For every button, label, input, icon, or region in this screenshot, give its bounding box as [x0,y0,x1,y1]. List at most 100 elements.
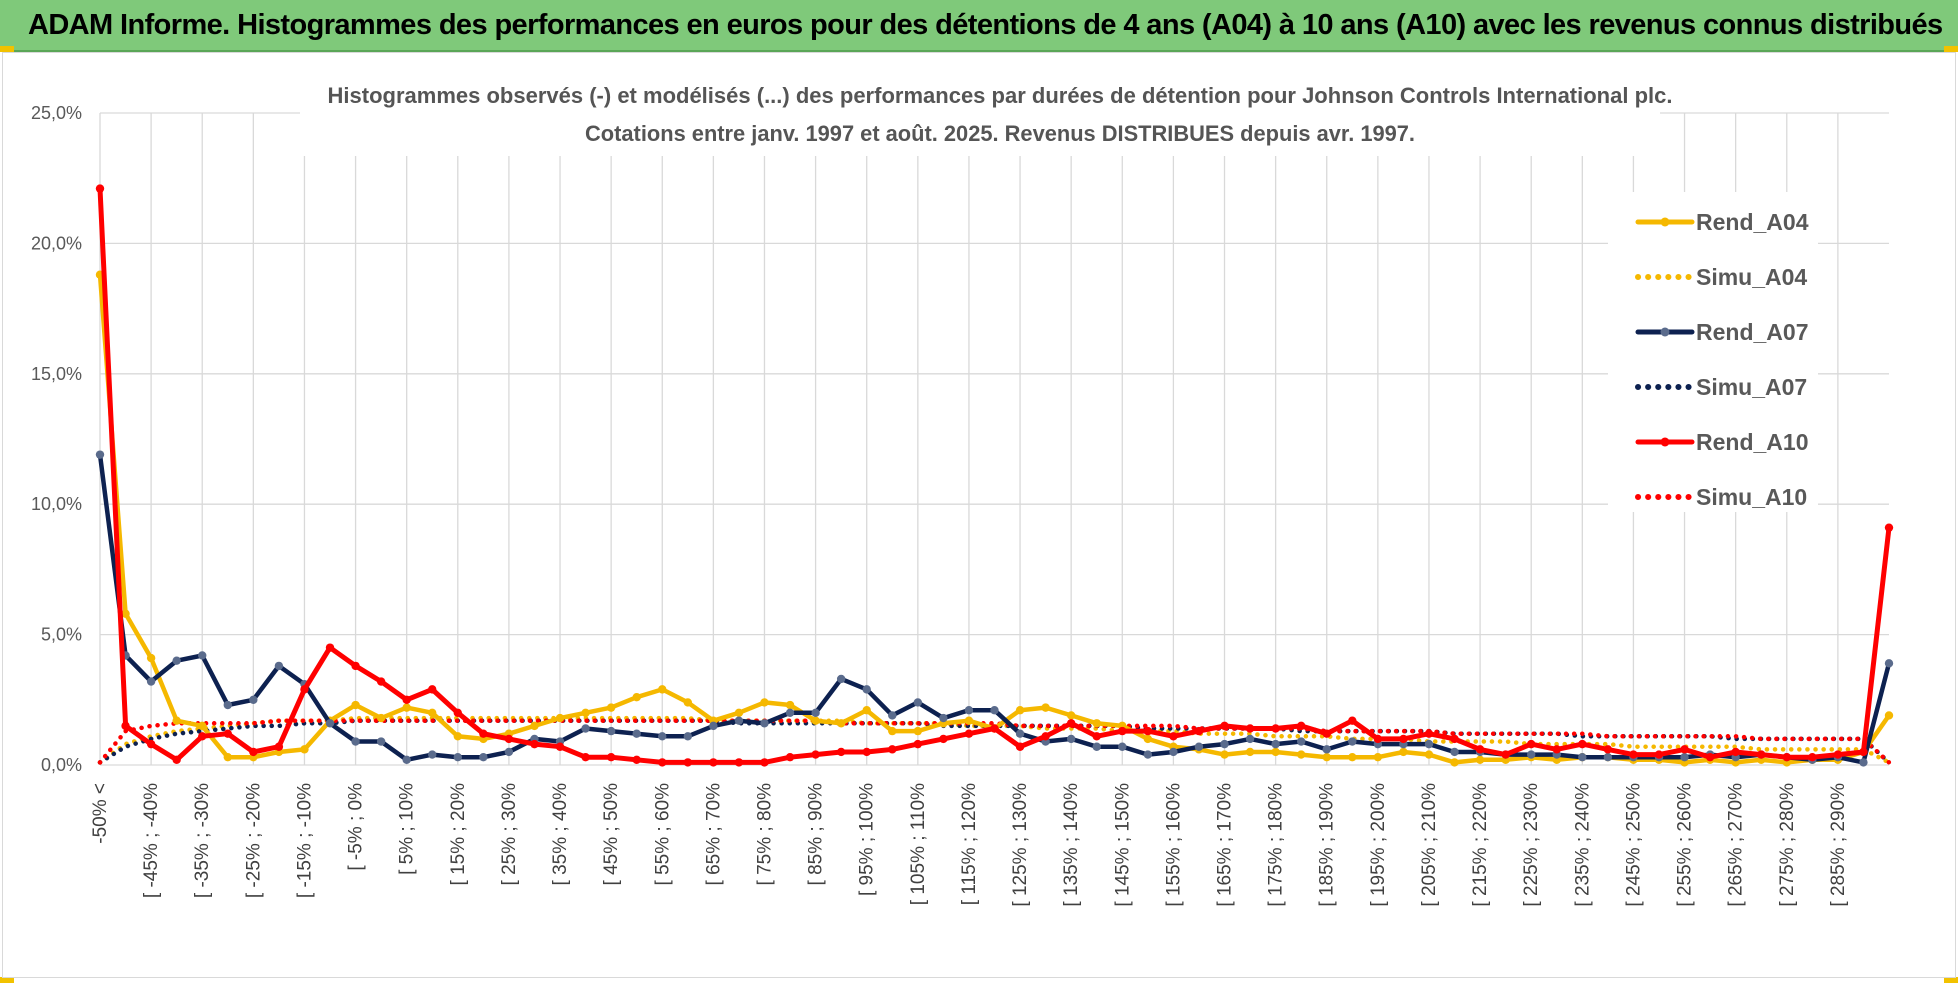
data-point-rend-a07 [1884,659,1894,668]
x-tick-label: [ 75% ; 80% [754,783,775,886]
x-tick-label: [ 275% ; 280% [1777,783,1798,907]
data-point-rend-a04 [785,700,795,710]
data-point-rend-a10 [1884,523,1894,532]
data-point-rend-a04 [1450,758,1459,767]
data-point-rend-a07 [1296,737,1306,746]
data-point-rend-a04 [606,703,616,712]
legend-marker-rend-a10 [1660,437,1670,447]
data-point-rend-a10 [1782,752,1791,762]
data-point-rend-a07 [1450,747,1459,757]
data-point-rend-a07 [428,750,437,759]
data-point-rend-a10 [888,745,897,754]
data-point-rend-a10 [402,695,411,704]
data-point-rend-a07 [581,724,590,733]
data-point-rend-a10 [428,685,437,694]
data-point-rend-a10 [581,752,590,762]
data-point-rend-a10 [1296,721,1306,731]
data-point-rend-a07 [1322,745,1331,754]
data-point-rend-a10 [1092,732,1101,741]
x-tick-label: [ 215% ; 220% [1470,783,1491,907]
chart-subtitle: Cotations entre janv. 1997 et août. 2025… [585,121,1415,146]
data-point-rend-a07 [376,737,386,746]
data-point-rend-a07 [785,708,795,718]
data-point-rend-a04 [351,700,360,710]
data-point-rend-a07 [504,747,514,757]
data-point-rend-a10 [555,742,565,751]
data-point-rend-a10 [964,729,974,738]
x-tick-label: [ 195% ; 200% [1368,783,1389,907]
data-point-rend-a10 [1603,745,1613,754]
x-tick-label: [ 25% ; 30% [499,783,520,886]
data-point-rend-a10 [990,724,999,733]
data-point-rend-a07 [1859,758,1868,767]
data-point-rend-a10 [172,755,181,764]
data-point-rend-a07 [1348,737,1357,746]
data-point-rend-a07 [939,713,948,723]
x-tick-label: [ 95% ; 100% [857,783,878,896]
data-point-rend-a04 [402,703,411,712]
data-point-rend-a10 [376,677,386,686]
legend-label-rend-a07: Rend_A07 [1696,319,1808,345]
data-point-rend-a04 [913,726,923,736]
data-point-rend-a07 [606,726,616,736]
legend-background [1608,192,1818,512]
data-point-rend-a10 [1501,750,1510,759]
x-tick-label: [ 85% ; 90% [806,783,827,886]
data-point-rend-a07 [453,752,462,762]
data-point-rend-a04 [888,726,897,736]
data-point-rend-a04 [1041,703,1050,712]
data-point-rend-a10 [1373,734,1383,744]
data-point-rend-a10 [1654,750,1664,759]
legend-label-simu-a04: Simu_A04 [1696,264,1807,290]
data-point-rend-a07 [760,719,769,728]
data-point-rend-a07 [836,674,846,684]
x-tick-label: [ 45% ; 50% [601,783,622,886]
data-point-rend-a04 [1066,711,1076,720]
x-tick-label: [ 205% ; 210% [1419,783,1440,907]
data-point-rend-a04 [811,716,820,725]
legend-label-simu-a10: Simu_A10 [1696,484,1807,510]
y-tick-label: 15,0% [31,364,82,384]
data-point-rend-a10 [1322,729,1331,738]
data-point-rend-a07 [1015,729,1025,738]
data-point-rend-a10 [1629,750,1638,759]
data-point-rend-a10 [479,729,488,738]
data-point-rend-a07 [990,706,999,715]
data-point-rend-a10 [1143,726,1153,736]
data-point-rend-a04 [964,716,974,725]
x-tick-label: [ -15% ; -10% [294,783,315,898]
data-point-rend-a04 [1245,747,1255,757]
data-point-rend-a04 [683,698,693,707]
data-point-rend-a07 [658,732,667,741]
data-point-rend-a10 [1833,750,1843,759]
x-tick-label: [ 155% ; 160% [1163,783,1184,907]
data-point-rend-a10 [760,758,769,767]
data-point-rend-a10 [683,758,693,767]
legend-marker-rend-a07 [1660,327,1670,337]
data-point-rend-a10 [785,752,795,762]
data-point-rend-a10 [1680,745,1689,754]
x-tick-label: [ 255% ; 260% [1675,783,1696,907]
x-tick-label: [ 125% ; 130% [1010,783,1031,907]
data-point-rend-a07 [1271,739,1280,749]
x-tick-label: [ 15% ; 20% [448,783,469,886]
data-point-rend-a10 [1757,750,1766,759]
data-point-rend-a07 [888,711,897,720]
data-point-rend-a10 [1348,716,1357,725]
data-point-rend-a07 [1424,739,1434,749]
data-point-rend-a04 [1322,752,1331,762]
data-point-rend-a04 [300,745,309,754]
data-point-rend-a07 [402,755,411,764]
data-point-rend-a10 [1271,724,1280,733]
data-point-rend-a10 [1424,729,1434,738]
data-point-rend-a10 [1194,726,1204,736]
data-point-rend-a07 [95,450,105,459]
data-point-rend-a10 [1859,747,1868,757]
data-point-rend-a04 [658,685,667,694]
data-point-rend-a04 [555,713,565,723]
x-tick-label: [ 135% ; 140% [1061,783,1082,907]
x-axis: -50% < [ -45% ; -40% [ -35% ; -30% [ -25% ;… [90,783,1849,907]
data-point-rend-a07 [1066,734,1076,744]
legend-label-rend-a10: Rend_A10 [1696,429,1808,455]
